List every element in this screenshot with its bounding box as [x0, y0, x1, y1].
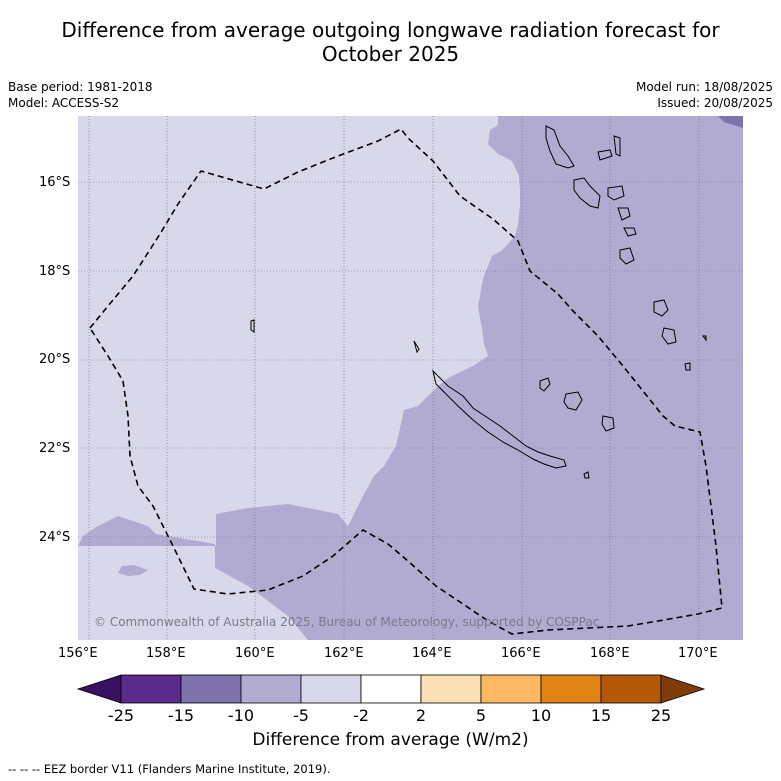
vanuatu-malakula [573, 177, 601, 209]
lat-label-20s: 20°S [39, 352, 71, 367]
map-svg: © Commonwealth of Australia 2025, Bureau… [78, 116, 743, 640]
title-line-2: October 2025 [321, 42, 460, 66]
loyalty-island-3 [601, 415, 615, 432]
islet-east-2 [702, 335, 707, 342]
meta-left: Base period: 1981-2018 Model: ACCESS-S2 [8, 79, 153, 111]
eez-border [89, 127, 723, 635]
chart-title: Difference from average outgoing longwav… [0, 18, 781, 66]
colorbar-tick-label: 5 [476, 706, 486, 725]
lon-label-160e: 160°E [235, 646, 275, 661]
colorbar-tick-label: 10 [531, 706, 551, 725]
model-name: Model: ACCESS-S2 [8, 96, 120, 110]
eez-footnote: -- -- -- EEZ border V11 (Flanders Marine… [8, 762, 331, 776]
lat-label-24s: 24°S [39, 530, 71, 545]
lat-label-18s: 18°S [39, 264, 71, 279]
colorbar-tick-label: -25 [108, 706, 134, 725]
base-period: Base period: 1981-2018 [8, 80, 153, 94]
colorbar: -25 -15 -10 -5 -2 2 5 10 15 25 [76, 674, 706, 725]
anomaly-region-dark [718, 116, 743, 128]
islet-west-2 [413, 340, 420, 354]
lon-label-158e: 158°E [146, 646, 186, 661]
colorbar-extend-high [660, 674, 706, 704]
colorbar-tick-label: -2 [353, 706, 369, 725]
vanuatu-tanna [653, 299, 669, 317]
colorbar-ticks: -25 -15 -10 -5 -2 2 5 10 15 25 [108, 706, 671, 725]
colorbar-segment [540, 674, 602, 704]
lon-label-156e: 156°E [58, 646, 98, 661]
anomaly-region-medium [78, 116, 743, 640]
gridlines [78, 116, 743, 640]
islet-west-1 [250, 319, 255, 333]
colorbar-segment [420, 674, 482, 704]
colorbar-segment [180, 674, 242, 704]
loyalty-island-2 [563, 391, 583, 411]
lon-label-170e: 170°E [678, 646, 718, 661]
vanuatu-aneityum [661, 327, 677, 345]
colorbar-segment [360, 674, 422, 704]
vanuatu-epi [617, 207, 631, 221]
vanuatu-maewo [613, 135, 621, 157]
colorbar-segment [480, 674, 542, 704]
colorbar-label: Difference from average (W/m2) [252, 730, 529, 750]
colorbar-tick-label: -15 [168, 706, 194, 725]
vanuatu-erromango [619, 247, 635, 265]
vanuatu-ambae [597, 149, 613, 161]
map-panel: © Commonwealth of Australia 2025, Bureau… [78, 116, 743, 640]
lon-label-168e: 168°E [590, 646, 630, 661]
walpole-island [583, 471, 590, 479]
colorbar-tick-label: 25 [651, 706, 671, 725]
colorbar-segment [300, 674, 362, 704]
model-run: Model run: 18/08/2025 [635, 80, 773, 94]
copyright-credit: © Commonwealth of Australia 2025, Bureau… [94, 615, 599, 629]
lat-label-16s: 16°S [39, 175, 71, 190]
meta-right: Model run: 18/08/2025 Issued: 20/08/2025 [636, 79, 773, 111]
vanuatu-pentecost [607, 185, 625, 201]
vanuatu-efate [623, 227, 637, 237]
lon-label-162e: 162°E [324, 646, 364, 661]
colorbar-tick-label: -10 [228, 706, 254, 725]
lat-label-22s: 22°S [39, 441, 71, 456]
lon-label-164e: 164°E [412, 646, 452, 661]
title-line-1: Difference from average outgoing longwav… [61, 18, 720, 42]
colorbar-segment [120, 674, 182, 704]
new-caledonia-island [432, 369, 567, 469]
colorbar-tick-label: -5 [293, 706, 309, 725]
lon-label-166e: 166°E [501, 646, 541, 661]
colorbar-tick-label: 2 [416, 706, 426, 725]
vanuatu-espiritu [545, 125, 575, 169]
colorbar-extend-low [76, 674, 122, 704]
colorbar-segment [240, 674, 302, 704]
colorbar-tick-label: 15 [591, 706, 611, 725]
loyalty-island-1 [539, 377, 551, 392]
coastlines [250, 125, 707, 479]
islet-east-1 [684, 362, 691, 371]
colorbar-segments [76, 674, 706, 704]
anomaly-blob-southwest [118, 565, 148, 576]
colorbar-segment [600, 674, 662, 704]
issued-date: Issued: 20/08/2025 [657, 96, 773, 110]
